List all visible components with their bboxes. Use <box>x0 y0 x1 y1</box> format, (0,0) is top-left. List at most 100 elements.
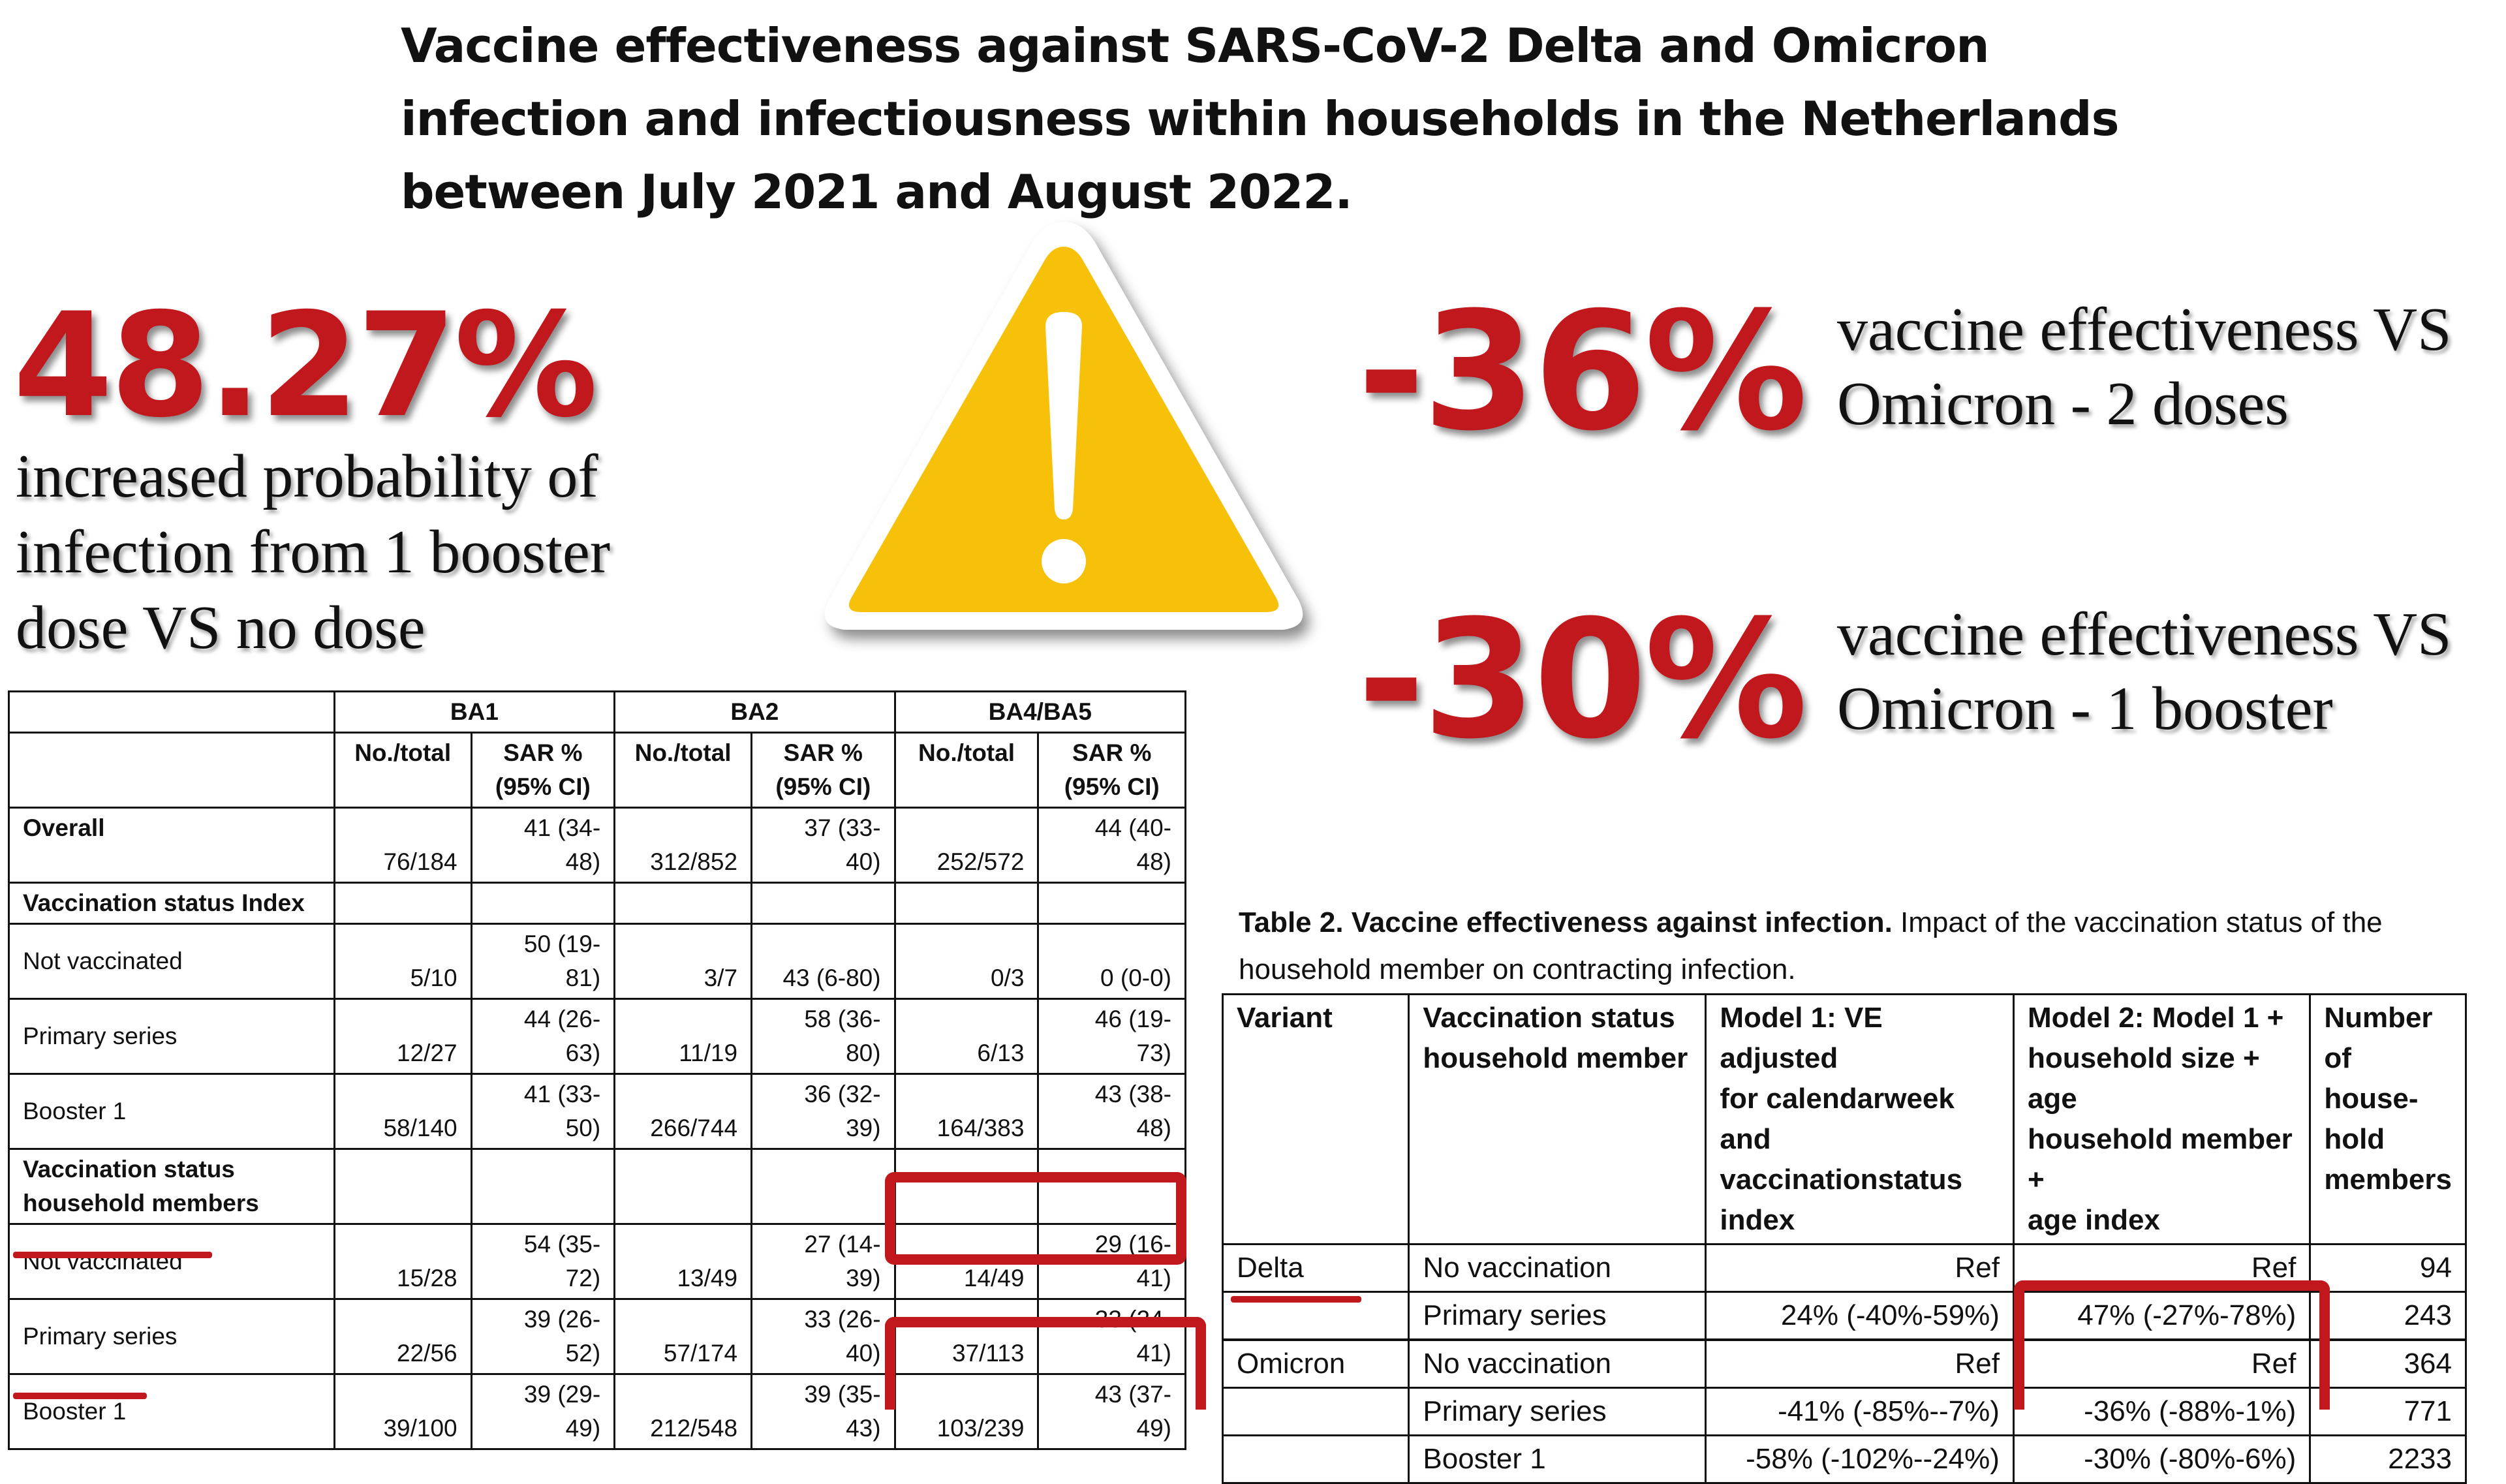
cell: 44 (40- 48) <box>1037 807 1186 884</box>
row-label: Booster 1 <box>8 1073 335 1150</box>
cell: 252/572 <box>893 807 1040 884</box>
cell: 27 (14- 39) <box>750 1223 896 1300</box>
ve-table: Variant Vaccination status household memb… <box>1221 993 2467 1484</box>
cell-number: 94 <box>2309 1244 2467 1293</box>
row-label: Not vaccinated <box>8 1223 335 1300</box>
highlight-box-model2 <box>2014 1280 2330 1410</box>
cell: 5/10 <box>333 923 472 1000</box>
left-stat-description: increased probability of infection from … <box>16 442 611 662</box>
cell: 33 (26- 40) <box>750 1298 896 1375</box>
col-model1: Model 1: VE adjusted for calendarweek and… <box>1705 993 2015 1245</box>
right-stat-1-line1: vaccine effectiveness VS <box>1837 296 2452 363</box>
table-header-empty <box>8 732 335 809</box>
cell: 39/100 <box>333 1373 472 1450</box>
cell-model2: 47% (-27%-78%) <box>2012 1291 2312 1341</box>
highlight-box-booster <box>885 1317 1206 1410</box>
col-no-ba2: No./total <box>613 732 753 809</box>
cell: 12/27 <box>333 998 472 1075</box>
cell <box>893 1148 1040 1225</box>
table-row: Primary series 24% (-40%-59%) 47% (-27%-… <box>1221 1291 2467 1341</box>
row-label: Primary series <box>8 1298 335 1375</box>
cell <box>1037 1148 1186 1225</box>
cell: 43 (38- 48) <box>1037 1073 1186 1150</box>
table-row: Booster 1 -58% (-102%--24%) -30% (-80%-6… <box>1221 1435 2467 1484</box>
cell-model1: 24% (-40%-59%) <box>1705 1291 2015 1341</box>
cell: 54 (35- 72) <box>470 1223 616 1300</box>
cell: 3/7 <box>613 923 753 1000</box>
cell: 0/3 <box>893 923 1040 1000</box>
cell: 312/852 <box>613 807 753 884</box>
cell-model1: -41% (-85%--7%) <box>1705 1387 2015 1436</box>
cell-variant: Delta <box>1221 1244 1410 1293</box>
col-sar-ba45: SAR % (95% CI) <box>1037 732 1186 809</box>
cell-number: 771 <box>2309 1387 2467 1436</box>
right-stat-1-description: vaccine effectiveness VS Omicron - 2 dos… <box>1837 292 2503 441</box>
cell: 39 (29- 49) <box>470 1373 616 1450</box>
group-ba2: BA2 <box>613 690 896 734</box>
col-no-ba1: No./total <box>333 732 472 809</box>
section-label-index: Vaccination status Index <box>8 882 335 925</box>
table-column-header: No./total SAR % (95% CI) No./total SAR %(… <box>8 732 1186 809</box>
cell: 0 (0-0) <box>1037 923 1186 1000</box>
cell: 46 (19- 73) <box>1037 998 1186 1075</box>
cell: 36 (32- 39) <box>750 1073 896 1150</box>
table-row: Omicron No vaccination Ref Ref 364 <box>1221 1338 2467 1389</box>
row-label: Booster 1 <box>8 1373 335 1450</box>
warning-triangle-icon <box>824 222 1303 630</box>
right-stat-1-value: -36% <box>1357 277 1808 467</box>
cell-number: 2233 <box>2309 1435 2467 1484</box>
cell: 43 (6-80) <box>750 923 896 1000</box>
cell-variant <box>1221 1387 1410 1436</box>
cell-number: 243 <box>2309 1291 2467 1341</box>
cell: 39 (35- 43) <box>750 1373 896 1450</box>
cell: 41 (33- 50) <box>470 1073 616 1150</box>
section-label-household: Vaccination status household members <box>8 1148 335 1225</box>
table-section-row: Vaccination status Index <box>8 882 1186 925</box>
cell-status: Primary series <box>1408 1387 1707 1436</box>
table-2-caption: Table 2. Vaccine effectiveness against i… <box>1239 906 2383 985</box>
table-row: Not vaccinated 5/10 50 (19- 81) 3/7 43 (6… <box>8 923 1186 1000</box>
cell: 39 (26- 52) <box>470 1298 616 1375</box>
cell: 57/174 <box>613 1298 753 1375</box>
right-stat-2-line1: vaccine effectiveness VS <box>1837 600 2452 668</box>
right-stat-2-value: -30% <box>1357 585 1808 775</box>
cell: 22/56 <box>333 1298 472 1375</box>
table-group-header: BA1 BA2 BA4/BA5 <box>8 690 1187 734</box>
cell <box>470 1148 616 1225</box>
cell <box>333 1148 472 1225</box>
cell: 58/140 <box>333 1073 472 1150</box>
col-variant: Variant <box>1221 993 1410 1245</box>
cell: 76/184 <box>333 807 472 884</box>
cell <box>750 882 896 925</box>
cell: 37/113 <box>893 1298 1040 1375</box>
row-label: Not vaccinated <box>8 923 335 1000</box>
col-model2: Model 2: Model 1 + household size + age ho… <box>2012 993 2312 1245</box>
table-row: Overall 76/184 41 (34- 48) 312/852 37 (33… <box>8 807 1186 884</box>
col-sar-ba1: SAR % (95% CI) <box>470 732 616 809</box>
col-number: Number of house-hold members <box>2309 993 2467 1245</box>
cell: 15/28 <box>333 1223 472 1300</box>
left-stat-value: 48.27% <box>13 282 598 449</box>
cell-number: 364 <box>2309 1338 2467 1389</box>
cell: 164/383 <box>893 1073 1040 1150</box>
cell-model2: -30% (-80%-6%) <box>2012 1435 2312 1484</box>
col-status: Vaccination status household member <box>1408 993 1707 1245</box>
group-ba1: BA1 <box>333 690 616 734</box>
cell: 13/49 <box>613 1223 753 1300</box>
col-sar-ba2: SAR % (95% CI) <box>750 732 896 809</box>
cell-model1: -58% (-102%--24%) <box>1705 1435 2015 1484</box>
ve-table-header: Variant Vaccination status household memb… <box>1221 993 2467 1245</box>
cell: 6/13 <box>893 998 1040 1075</box>
cell-model1: Ref <box>1705 1338 2015 1389</box>
group-ba45: BA4/BA5 <box>893 690 1187 734</box>
cell: 37 (33- 40) <box>750 807 896 884</box>
cell: 44 (26- 63) <box>470 998 616 1075</box>
cell <box>333 882 472 925</box>
right-stat-1-line2: Omicron - 2 doses <box>1837 370 2289 438</box>
cell-status: Booster 1 <box>1408 1435 1707 1484</box>
table-row: Primary series 12/27 44 (26- 63) 11/19 58… <box>8 998 1186 1075</box>
cell: 41 (34- 48) <box>470 807 616 884</box>
cell-status: No vaccination <box>1408 1338 1707 1389</box>
cell-model1: Ref <box>1705 1244 2015 1293</box>
cell-variant <box>1221 1435 1410 1484</box>
